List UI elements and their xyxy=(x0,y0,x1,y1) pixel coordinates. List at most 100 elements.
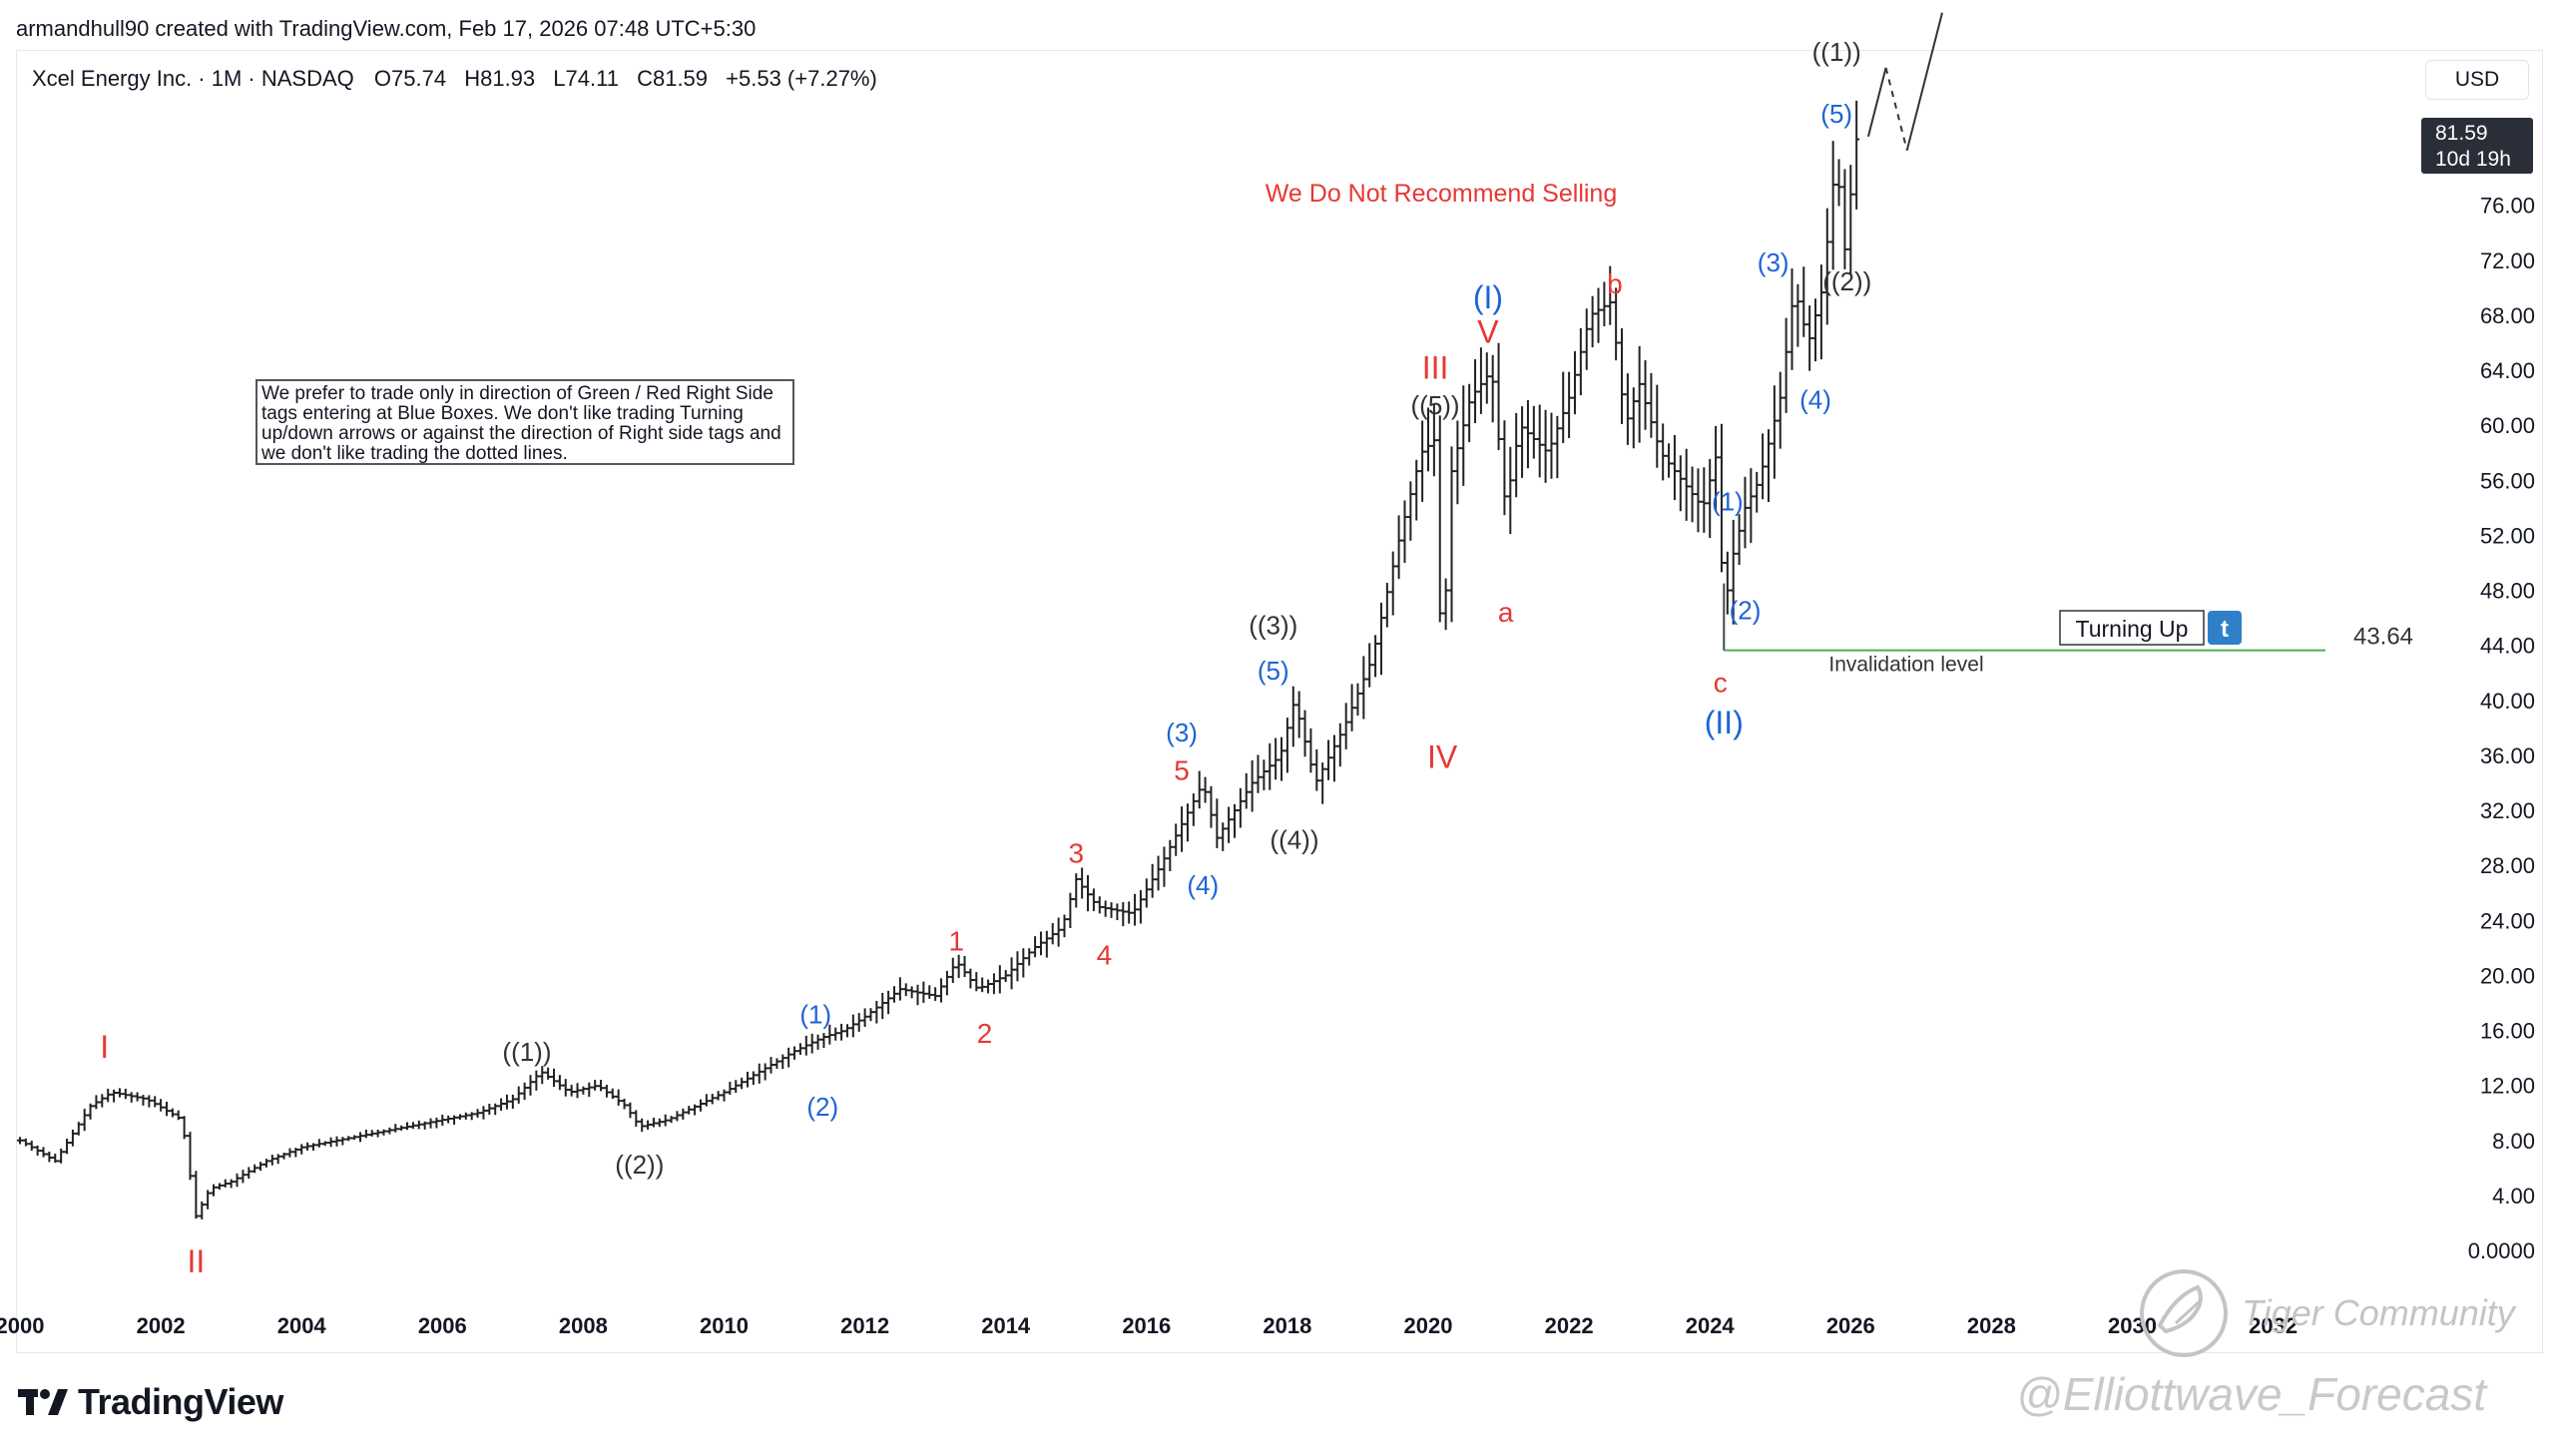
y-axis-tick-label: 36.00 xyxy=(2480,743,2535,768)
wave-label: ((2)) xyxy=(1822,266,1871,296)
headline-annotation: We Do Not Recommend Selling xyxy=(1266,180,1617,208)
wave-label: III xyxy=(1422,349,1449,385)
x-axis-tick-label: 2008 xyxy=(559,1313,608,1338)
y-axis-tick-label: 76.00 xyxy=(2480,194,2535,219)
symbol-name[interactable]: Xcel Energy Inc. · 1M · NASDAQ xyxy=(32,66,354,91)
wave-label: (1) xyxy=(799,1000,831,1030)
x-axis-tick-label: 2004 xyxy=(277,1313,327,1338)
y-axis-tick-label: 8.00 xyxy=(2492,1129,2535,1154)
y-axis-tick-label: 24.00 xyxy=(2480,908,2535,933)
x-axis-tick-label: 2024 xyxy=(1686,1313,1736,1338)
turning-up-box[interactable] xyxy=(2059,610,2205,646)
wave-label: (2) xyxy=(1730,595,1762,625)
projection-segment xyxy=(1866,67,1887,138)
tradingview-brand[interactable]: TradingView xyxy=(18,1381,283,1423)
tradingview-wordmark: TradingView xyxy=(78,1381,283,1422)
wave-label: (4) xyxy=(1187,870,1219,900)
change-value: +5.53 (+7.27%) xyxy=(726,66,877,91)
wave-label: ((1)) xyxy=(1812,37,1861,67)
y-axis-tick-label: 28.00 xyxy=(2480,853,2535,878)
trading-note: We prefer to trade only in direction of … xyxy=(256,379,794,465)
close-label: C xyxy=(637,66,653,91)
turning-up-label: Turning Up xyxy=(2076,616,2189,642)
x-axis-tick-label: 2032 xyxy=(2249,1313,2298,1338)
x-axis-tick-label: 2002 xyxy=(137,1313,186,1338)
y-axis-tick-label: 20.00 xyxy=(2480,963,2535,988)
wave-label: ((5)) xyxy=(1411,390,1460,420)
wave-label: (4) xyxy=(1799,385,1831,415)
y-axis-tick-label: 16.00 xyxy=(2480,1019,2535,1044)
x-axis-tick-label: 2022 xyxy=(1545,1313,1594,1338)
last-price-tag: 81.59 10d 19h xyxy=(2421,118,2533,174)
symbol-legend: Xcel Energy Inc. · 1M · NASDAQ O75.74 H8… xyxy=(32,66,877,92)
y-axis-tick-label: 72.00 xyxy=(2480,248,2535,273)
x-axis-tick-label: 2018 xyxy=(1263,1313,1311,1338)
tiger-community-watermark: Tiger Community xyxy=(2136,1265,2515,1361)
wave-label: a xyxy=(1498,597,1514,628)
wave-label: 5 xyxy=(1174,755,1190,786)
wave-label: (1) xyxy=(1712,487,1744,517)
wave-label: II xyxy=(187,1243,205,1279)
wave-label: 3 xyxy=(1068,837,1084,868)
open-value: 75.74 xyxy=(391,66,447,91)
projection-segment xyxy=(1905,12,1943,151)
tradingview-logo-icon xyxy=(18,1389,68,1415)
high-value: 81.93 xyxy=(480,66,536,91)
wave-label: b xyxy=(1607,268,1623,299)
y-axis-tick-label: 44.00 xyxy=(2480,634,2535,659)
y-axis-tick-label: 4.00 xyxy=(2492,1184,2535,1209)
wave-label: c xyxy=(1714,667,1728,698)
y-axis-tick-label: 64.00 xyxy=(2480,358,2535,383)
x-axis-tick-label: 2016 xyxy=(1122,1313,1171,1338)
x-axis-tick-label: 2028 xyxy=(1967,1313,2016,1338)
y-axis-tick-label: 40.00 xyxy=(2480,689,2535,714)
y-axis-tick-label: 0.0000 xyxy=(2468,1238,2535,1263)
chart-pane[interactable] xyxy=(16,50,2543,1353)
turning-up-t-icon[interactable] xyxy=(2208,611,2242,645)
close-value: 81.59 xyxy=(652,66,709,91)
chart-creator-caption: armandhull90 created with TradingView.co… xyxy=(16,16,757,41)
y-axis-tick-label: 56.00 xyxy=(2480,468,2535,493)
invalidation-label: Invalidation level xyxy=(1828,654,1983,677)
high-label: H xyxy=(464,66,481,91)
wave-label: ((2)) xyxy=(615,1150,664,1180)
y-axis-tick-label: 12.00 xyxy=(2480,1074,2535,1099)
wave-label: (I) xyxy=(1473,279,1503,315)
x-axis-tick-label: 2000 xyxy=(0,1313,44,1338)
bar-countdown: 10d 19h xyxy=(2435,148,2511,171)
low-label: L xyxy=(553,66,566,91)
y-axis-tick-label: 68.00 xyxy=(2480,303,2535,328)
wave-label: ((1)) xyxy=(502,1037,551,1067)
wave-label: (3) xyxy=(1758,247,1789,277)
wave-label: 2 xyxy=(977,1018,993,1049)
wave-label: (II) xyxy=(1705,705,1744,740)
wave-label: (2) xyxy=(806,1092,838,1122)
invalidation-value: 43.64 xyxy=(2353,624,2413,651)
currency-selector[interactable]: USD xyxy=(2425,60,2529,100)
last-price: 81.59 xyxy=(2435,122,2488,145)
wave-label: (3) xyxy=(1166,718,1198,747)
x-axis-tick-label: 2006 xyxy=(418,1313,467,1338)
x-axis-tick-label: 2010 xyxy=(700,1313,749,1338)
low-value: 74.11 xyxy=(565,66,619,91)
wave-label: I xyxy=(100,1029,109,1065)
wave-label: 4 xyxy=(1097,939,1113,970)
turning-up-icon-glyph: t xyxy=(2221,616,2229,643)
tiger-logo-icon xyxy=(2140,1269,2228,1357)
wave-label: (5) xyxy=(1820,99,1852,129)
elliottwave-watermark: @Elliottwave_Forecast xyxy=(2016,1368,2487,1420)
wave-label: (5) xyxy=(1258,656,1289,686)
x-axis-tick-label: 2012 xyxy=(840,1313,889,1338)
wave-label: V xyxy=(1477,314,1499,350)
y-axis-tick-label: 60.00 xyxy=(2480,413,2535,438)
projection-dotted-segment xyxy=(1884,67,1908,151)
y-axis-tick-label: 48.00 xyxy=(2480,579,2535,604)
tiger-community-text: Tiger Community xyxy=(2242,1292,2515,1333)
wave-label: ((4)) xyxy=(1270,825,1318,855)
wave-label: ((3)) xyxy=(1249,611,1297,641)
open-label: O xyxy=(373,66,392,91)
wave-label: IV xyxy=(1427,738,1458,774)
x-axis-tick-label: 2026 xyxy=(1826,1313,1875,1338)
x-axis-tick-label: 2014 xyxy=(981,1313,1031,1338)
